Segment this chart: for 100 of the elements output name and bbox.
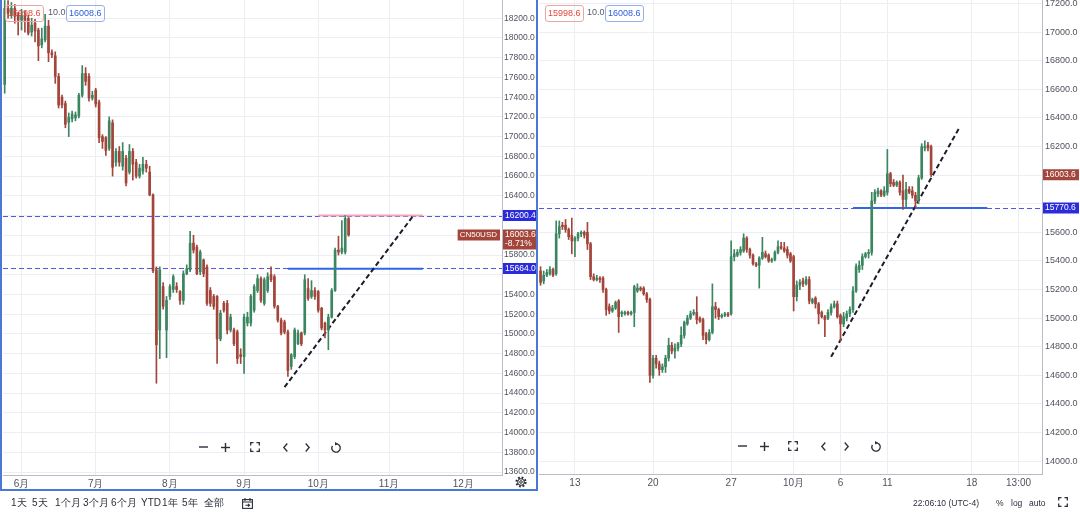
y-tick-label: 14600.0 [1045, 369, 1078, 380]
candlestick [714, 302, 717, 319]
candlestick [128, 144, 131, 175]
x-tick-label: 18 [966, 476, 978, 488]
y-tick-label: 18200.0 [504, 12, 535, 23]
candlestick [121, 142, 125, 171]
y-tick-label: 15400.0 [504, 288, 535, 299]
candlestick [310, 280, 313, 299]
candlestick [611, 304, 614, 313]
candlestick [786, 246, 789, 259]
x-tick-label: 8月 [162, 477, 178, 489]
candlestick [736, 249, 739, 257]
candlestick [764, 250, 767, 259]
y-tick-label: 18000.0 [504, 32, 535, 43]
candlestick [617, 299, 620, 333]
y-tick-label: 15400.0 [1045, 255, 1078, 266]
candlestick [792, 254, 795, 312]
y-tick-label: 13800.0 [504, 446, 535, 457]
candlestick [692, 309, 695, 316]
y-tick-label: 16600.0 [1045, 83, 1078, 94]
candlestick [539, 266, 542, 286]
candlestick [886, 149, 889, 196]
text: % [996, 498, 1004, 508]
candlestick [767, 253, 770, 263]
candlestick [300, 331, 303, 347]
text: log [1011, 498, 1023, 508]
x-tick-label: 11月 [378, 477, 400, 489]
y-tick-label: 16800.0 [1045, 55, 1078, 66]
candlestick [347, 217, 350, 237]
text: 5年 [182, 497, 198, 508]
candlestick [861, 253, 864, 270]
x-tick-label: 9月 [236, 477, 252, 489]
y-tick-label: 15200.0 [504, 308, 535, 319]
candlestick [175, 282, 178, 293]
y-tick-label: 13600.0 [504, 466, 535, 477]
candlestick [236, 329, 239, 364]
y-tick-label: 16400.0 [504, 190, 535, 201]
ref-line-label: 15770.6 [1045, 202, 1076, 213]
y-tick-label: 16400.0 [1045, 112, 1078, 123]
x-tick-label: 10月 [783, 476, 805, 488]
x-tick-label: 20 [647, 476, 660, 488]
candlestick [889, 171, 892, 187]
x-tick-label: 13:00 [1006, 476, 1032, 488]
text: 3个月 [83, 497, 109, 508]
annotation: 16008.6 [605, 5, 644, 22]
y-tick-label: 17200.0 [1045, 0, 1078, 9]
y-tick-label: 17200.0 [504, 111, 535, 122]
text: -8.71% [505, 238, 533, 249]
annotation: 10.0 [48, 7, 66, 17]
text: 22:06:10 (UTC-4) [913, 498, 980, 508]
candlestick [842, 312, 845, 328]
y-tick-label: 14400.0 [504, 387, 535, 398]
y-tick-label: 15200.0 [1045, 284, 1078, 295]
text: 1年 [162, 497, 178, 508]
candlestick [219, 309, 222, 342]
text: 6个月 [111, 497, 137, 508]
y-tick-label: 15000.0 [504, 328, 535, 339]
candlestick [742, 233, 745, 253]
y-tick-label: 14000.0 [1045, 455, 1078, 466]
y-tick-label: 16200.0 [1045, 141, 1078, 152]
candlestick [570, 217, 574, 255]
y-tick-label: 15000.0 [1045, 312, 1078, 323]
text: YTD [141, 497, 161, 508]
x-tick-label: 11 [882, 476, 893, 488]
text: auto [1029, 498, 1046, 508]
ref-line-label: 16200.4 [505, 209, 536, 220]
x-tick-label: 6月 [13, 477, 30, 489]
candlestick [47, 19, 50, 62]
y-tick-label: 17600.0 [504, 71, 535, 82]
candlestick [614, 300, 617, 310]
x-tick-label: 13 [569, 476, 581, 488]
annotation: 10.0 [587, 7, 605, 17]
candlestick [229, 313, 232, 333]
text: 1天 [11, 497, 27, 508]
candlestick [111, 119, 114, 177]
text: 1个月 [55, 497, 81, 508]
y-tick-label: 16800.0 [504, 150, 535, 161]
y-tick-label: 14400.0 [1045, 398, 1078, 409]
y-tick-label: 16600.0 [504, 170, 535, 181]
x-tick-label: 6 [837, 476, 844, 488]
text: 16003.6 [1045, 168, 1076, 179]
candlestick [91, 90, 94, 101]
text: 全部 [204, 497, 224, 508]
y-tick-label: 14200.0 [1045, 427, 1078, 438]
y-tick-label: 15600.0 [1045, 226, 1078, 237]
candlestick [30, 17, 33, 37]
y-tick-label: 14600.0 [504, 367, 535, 378]
x-tick-label: 12月 [452, 477, 474, 489]
candlestick [811, 297, 814, 305]
annotation: 15998.6 [545, 5, 584, 22]
ref-line-label: 15664.0 [505, 262, 536, 273]
candlestick [165, 296, 168, 358]
y-tick-label: 17000.0 [1045, 26, 1078, 37]
candlestick [561, 222, 564, 230]
text: 16003.6 [505, 229, 536, 240]
x-tick-label: 10月 [307, 477, 329, 489]
annotation: 16008.6 [66, 5, 105, 22]
y-tick-label: 14000.0 [504, 426, 535, 437]
candlestick [639, 286, 642, 292]
text: 5天 [32, 497, 48, 508]
